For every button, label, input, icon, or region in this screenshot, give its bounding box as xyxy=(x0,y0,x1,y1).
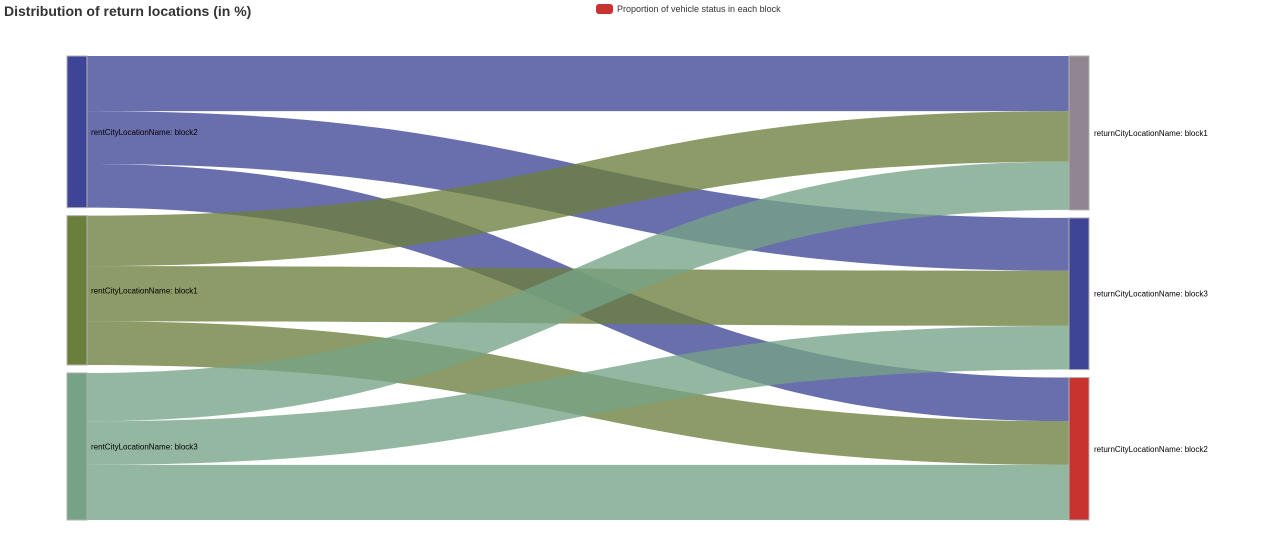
link-rent-block2-to-return-block1[interactable] xyxy=(87,56,1069,112)
links-layer xyxy=(87,56,1069,520)
node-t-block3[interactable] xyxy=(1068,217,1090,371)
node-label-t-block3: returnCityLocationName: block3 xyxy=(1094,290,1208,299)
labels-layer: rentCityLocationName: block2 rentCityLoca… xyxy=(91,128,1208,454)
nodes-layer xyxy=(66,55,1090,521)
node-label-s-block1: rentCityLocationName: block1 xyxy=(91,286,198,295)
link-rent-block3-to-return-block2[interactable] xyxy=(87,464,1069,520)
node-label-t-block2: returnCityLocationName: block2 xyxy=(1094,445,1208,454)
link-rent-block3-to-return-block1[interactable] xyxy=(87,161,1069,422)
node-s-block2[interactable] xyxy=(66,55,88,209)
link-rent-block1-to-return-block1[interactable] xyxy=(87,111,1069,267)
node-label-t-block1: returnCityLocationName: block1 xyxy=(1094,129,1208,138)
legend-label: Proportion of vehicle status in each blo… xyxy=(617,4,781,14)
legend[interactable]: Proportion of vehicle status in each blo… xyxy=(596,4,781,14)
node-s-block1[interactable] xyxy=(66,215,88,366)
link-rent-block3-to-return-block3[interactable] xyxy=(87,325,1069,465)
node-t-block1[interactable] xyxy=(1068,55,1090,211)
node-label-s-block3: rentCityLocationName: block3 xyxy=(91,442,198,451)
legend-swatch[interactable] xyxy=(596,4,613,14)
node-s-block3[interactable] xyxy=(66,372,88,521)
chart-title: Distribution of return locations (in %) xyxy=(4,3,252,19)
node-t-block2[interactable] xyxy=(1068,377,1090,521)
node-label-s-block2: rentCityLocationName: block2 xyxy=(91,128,198,137)
